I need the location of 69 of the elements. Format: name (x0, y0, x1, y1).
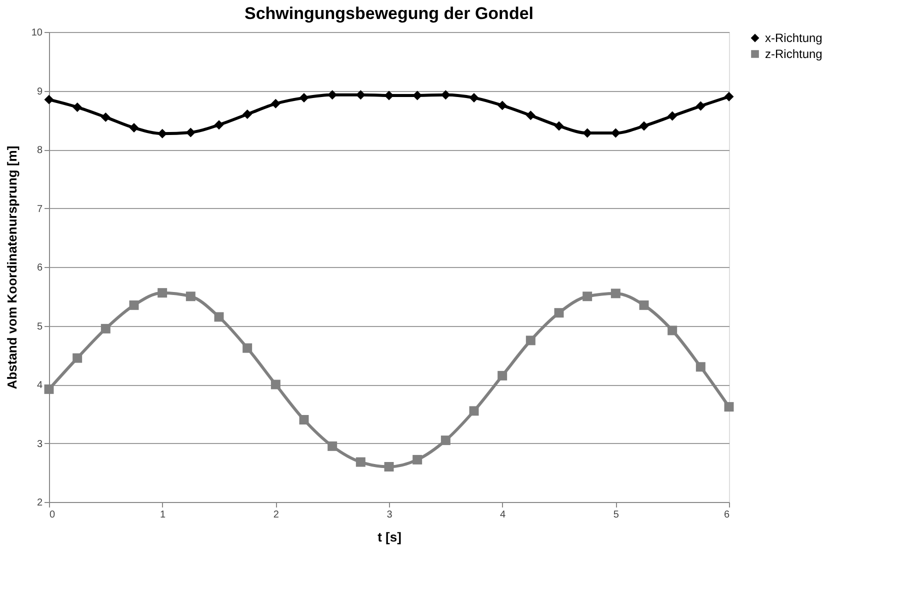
point (158, 128, 168, 138)
point (582, 292, 592, 302)
x-tick-label: 5 (613, 510, 620, 520)
point (412, 90, 422, 100)
point (724, 402, 734, 412)
point (129, 300, 139, 310)
y-tick-label: 9 (36, 86, 43, 98)
point (299, 415, 309, 424)
y-tick-label: 5 (36, 321, 43, 332)
point (412, 454, 422, 464)
legend-label: x-Richtung (765, 31, 822, 45)
point (72, 353, 82, 363)
point (384, 462, 394, 472)
point (639, 300, 649, 310)
point (214, 312, 224, 322)
point (384, 90, 394, 100)
point (44, 384, 54, 394)
legend-label: z-Richtung (765, 47, 822, 61)
y-tick-label: 4 (36, 380, 43, 391)
y-axis-title: Abstand vom Koordinatenursprung [m] (4, 146, 20, 390)
x-tick-label: 3 (386, 510, 393, 520)
point (270, 98, 280, 108)
point (44, 94, 54, 104)
x-tick-label: 1 (160, 510, 166, 520)
point (270, 380, 280, 390)
point (242, 110, 252, 119)
point (469, 406, 479, 416)
point (610, 288, 620, 298)
point (214, 120, 224, 130)
point (554, 308, 564, 318)
point (328, 441, 338, 451)
point (100, 324, 110, 334)
y-tick-label: 10 (31, 28, 43, 38)
x-tick-label: 2 (273, 510, 280, 520)
point (639, 121, 649, 131)
point (356, 90, 366, 100)
point (186, 128, 196, 138)
y-tick-label: 3 (36, 438, 43, 450)
point (469, 93, 479, 103)
point (100, 112, 110, 122)
point (498, 100, 508, 110)
point (158, 288, 168, 298)
point (186, 292, 196, 302)
point (668, 111, 678, 121)
x-tick-label: 0 (50, 510, 56, 520)
point (440, 90, 450, 100)
point (696, 362, 706, 372)
point (242, 343, 252, 353)
y-tick-label: 2 (36, 498, 43, 508)
point (498, 370, 508, 380)
point (72, 102, 82, 112)
point (129, 123, 139, 133)
y-tick-label: 8 (36, 145, 43, 156)
point (299, 93, 309, 103)
y-tick-label: 7 (36, 204, 43, 215)
x-tick-label: 6 (724, 510, 730, 520)
point (328, 90, 338, 100)
point (356, 457, 366, 467)
y-tick-label: 6 (36, 262, 43, 274)
point (724, 92, 734, 102)
point (668, 326, 678, 336)
point (526, 110, 536, 120)
point (554, 121, 564, 131)
point (440, 436, 450, 446)
chart-title: Schwingungsbewegung der Gondel (244, 4, 534, 23)
x-tick-label: 4 (500, 510, 506, 520)
x-axis-title: t [s] (378, 530, 402, 544)
point (696, 101, 706, 111)
point (526, 336, 536, 346)
